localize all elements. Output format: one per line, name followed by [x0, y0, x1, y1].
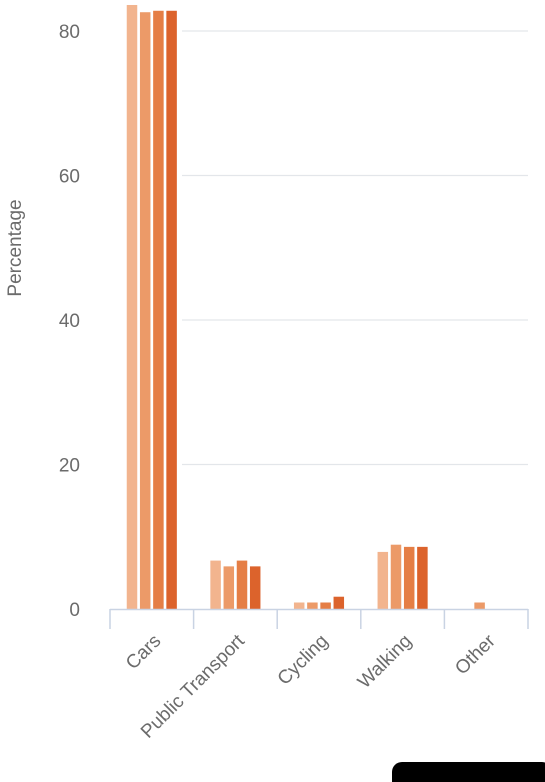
bar: [307, 602, 318, 609]
bar: [153, 10, 164, 609]
x-category-label: Cycling: [274, 631, 333, 690]
y-tick-label: 80: [59, 22, 80, 43]
y-tick-label: 40: [59, 311, 80, 332]
gridlines: [182, 30, 528, 466]
bar: [249, 566, 261, 609]
x-category-label: Other: [451, 630, 500, 679]
bars: [126, 4, 485, 610]
bottom-panel-tab: [392, 762, 545, 782]
bar: [126, 4, 138, 610]
bar: [390, 544, 402, 609]
y-tick-label: 60: [59, 167, 80, 188]
bar: [223, 566, 235, 609]
y-tick-label: 20: [59, 456, 80, 477]
bar: [474, 602, 485, 609]
bar: [293, 602, 305, 609]
bar: [210, 560, 221, 609]
bar: [417, 546, 428, 609]
bar: [139, 12, 151, 609]
bar: [377, 551, 389, 609]
y-tick-label: 0: [69, 600, 80, 621]
bar: [166, 10, 177, 609]
bar: [236, 560, 248, 609]
x-category-label: Cars: [122, 631, 165, 674]
bar: [403, 546, 415, 609]
y-axis-title: Percentage: [5, 199, 26, 296]
y-axis-ticks: 0 20 40 60 80: [59, 22, 80, 621]
x-category-label: Walking: [354, 631, 416, 693]
x-axis: [109, 608, 529, 629]
bar: [333, 596, 345, 609]
bar: [320, 602, 331, 609]
